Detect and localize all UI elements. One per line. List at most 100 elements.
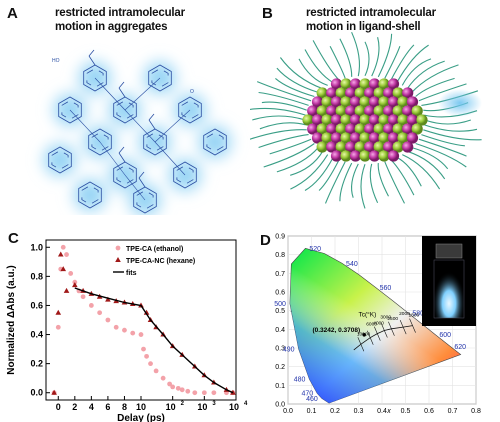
carboxyl-bond [88, 55, 96, 66]
magenta-atom [330, 114, 343, 126]
ethanol-point [185, 388, 191, 394]
y-tick-label: 0.8 [275, 252, 285, 259]
planckian-label: Tc(°K) [359, 310, 377, 318]
ligand-chain [329, 45, 346, 79]
x-tick-label: 2 [72, 402, 77, 412]
bond-line [94, 77, 126, 111]
ligand-chain [384, 161, 405, 204]
green-atom [316, 141, 328, 153]
benzene-ring [113, 161, 137, 189]
ligand-chain [424, 119, 471, 125]
benzene-double-bond [176, 165, 194, 185]
vial-cap [435, 243, 463, 259]
hexane-point [55, 309, 62, 315]
isotherm-line [366, 330, 374, 345]
hexane-point [60, 266, 67, 272]
ligand-chain [418, 83, 467, 102]
ligand-chain [360, 164, 366, 209]
green-atom [378, 78, 390, 90]
wavelength-label: 480 [294, 377, 306, 384]
wavelength-label: 460 [306, 396, 318, 403]
magenta-atom [345, 141, 357, 153]
panel-a-title-line2: motion in aggregates [55, 21, 168, 33]
green-atom [373, 105, 385, 117]
spectral-locus-blue [289, 248, 461, 404]
y-tick-label: 0.7 [275, 271, 285, 278]
ligand-chain [364, 41, 370, 77]
green-atom [397, 96, 409, 108]
ligand-chain [290, 154, 329, 190]
magenta-atom [402, 87, 414, 99]
wavelength-label: 470 [301, 391, 313, 398]
bond-line [154, 109, 191, 143]
magenta-atom [383, 141, 395, 153]
ligand-chain [261, 101, 307, 111]
benzene-double-bond [86, 68, 104, 88]
glow-halo [191, 118, 239, 166]
x-axis-label: Delay (ps) [117, 413, 165, 422]
carboxyl-bond [148, 113, 155, 121]
magenta-atom [387, 132, 400, 144]
ethanol-point [141, 346, 146, 352]
ligand-chain [250, 129, 307, 140]
ligand-chain [275, 77, 315, 98]
y-tick-label: 0.8 [30, 271, 43, 281]
magenta-atom [349, 150, 362, 162]
hexane-point [57, 251, 64, 257]
carboxyl-bond [148, 119, 156, 130]
magenta-atom [402, 141, 414, 153]
ethanol-point [148, 361, 153, 367]
magenta-atom [330, 96, 343, 108]
x-tick-label: 0.7 [448, 408, 458, 415]
ethanol-point [144, 353, 149, 359]
hexane-point [143, 309, 150, 315]
ligand-chain [423, 129, 482, 141]
ligand-chain [279, 57, 323, 90]
green-atom [378, 132, 390, 144]
benzene-ring [173, 161, 197, 189]
y-tick-label: 0.9 [275, 234, 285, 241]
ethanol-point [167, 381, 172, 387]
green-atom [392, 87, 404, 99]
cct-label: 2500 [387, 316, 398, 322]
green-atom [354, 87, 366, 99]
y-tick-label: 0.0 [275, 402, 285, 409]
cie-chromaticity-chart: 0.0 0.1 0.2 0.3 0.4 0.5 0.6 0.7 0.8 0.0 0.1 0.2 0.3 0… [274, 234, 481, 416]
magenta-atom [311, 114, 324, 126]
ligand-chain [351, 31, 361, 77]
ligand-chain [312, 40, 340, 81]
magenta-atom [311, 96, 324, 108]
green-atom [335, 141, 347, 153]
isotherm-line [388, 321, 395, 336]
green-atom [416, 114, 428, 126]
x-tick-label: 8 [122, 402, 127, 412]
ethanol-point [211, 390, 217, 396]
carboxyl-bond [118, 152, 126, 163]
ethanol-point [201, 390, 207, 396]
green-atom [397, 132, 409, 144]
ethanol-point [80, 294, 86, 300]
magenta-atom [349, 114, 362, 126]
hexane-point [72, 282, 78, 288]
wavelength-label: 600 [439, 332, 451, 339]
panel-c: C 0.0 0.2 0.4 0.6 0.8 1.0 0 2 4 6 8 10 10 2 10 3 10 4 Dela… [0, 228, 250, 422]
x-tick-label: 6 [105, 402, 110, 412]
isotherm-line [374, 326, 381, 341]
green-atom [359, 78, 371, 90]
green-atom [359, 96, 371, 108]
wavelength-label: 520 [309, 246, 321, 253]
magenta-atom [383, 123, 395, 135]
magenta-atom [364, 123, 376, 135]
x-tick-label-log: 10 [229, 402, 239, 412]
benzene-ring [83, 64, 107, 92]
benzene-ring [48, 146, 72, 174]
aggregate-molecules-illustration: HO O [36, 49, 239, 215]
ethanol-point [179, 387, 185, 393]
benzene-ring [133, 186, 157, 214]
panel-d: D 0.0 0.1 0.2 0.3 0.4 0.5 0.6 0.7 0.8 0.0 0.1 0.2 0.… [250, 228, 500, 422]
x-tick-label: 0.2 [330, 408, 340, 415]
legend-marker-hexane [115, 257, 121, 262]
ligand-chain [290, 151, 324, 176]
green-atom [392, 105, 404, 117]
benzene-ring [113, 96, 137, 124]
